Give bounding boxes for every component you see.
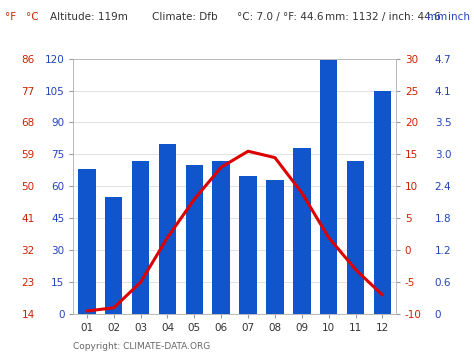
Bar [320,59,337,314]
Text: Climate: Dfb: Climate: Dfb [152,12,217,22]
Bar [212,161,230,314]
Bar [239,176,257,314]
Bar [186,165,203,314]
Bar [293,148,310,314]
Bar [374,91,391,314]
Text: °C: °C [26,12,39,22]
Bar [105,197,122,314]
Bar [78,169,96,314]
Text: Altitude: 119m: Altitude: 119m [50,12,128,22]
Bar [132,161,149,314]
Text: mm: 1132 / inch: 44.6: mm: 1132 / inch: 44.6 [325,12,440,22]
Text: mm: mm [427,12,447,22]
Text: Copyright: CLIMATE-DATA.ORG: Copyright: CLIMATE-DATA.ORG [73,343,211,351]
Text: °F: °F [5,12,16,22]
Text: inch: inch [448,12,470,22]
Bar [266,180,283,314]
Bar [347,161,364,314]
Bar [159,144,176,314]
Text: °C: 7.0 / °F: 44.6: °C: 7.0 / °F: 44.6 [237,12,323,22]
